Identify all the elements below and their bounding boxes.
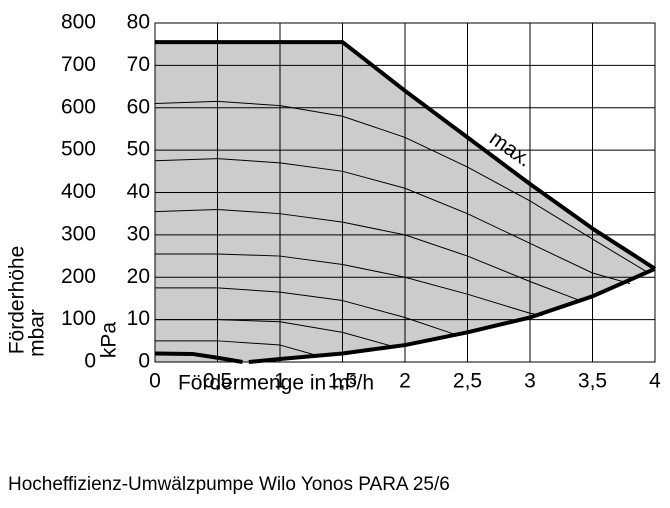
x-tick-label: 3 [524,370,536,393]
plot-area [154,22,657,364]
y-tick-label: 80 [127,11,150,34]
y2-tick-label: 700 [61,53,96,76]
y2-tick-label: 600 [61,95,96,118]
x-tick-label: 1 [274,370,286,393]
y-tick-label: 60 [127,95,150,118]
y2-tick-label: 100 [61,307,96,330]
y2-axis-label: mbar [26,309,49,357]
y2-tick-label: 300 [61,222,96,245]
curve [154,158,631,285]
y-tick-label: 20 [127,265,150,288]
x-tick-label: 3,5 [578,370,607,393]
y-tick-label: 40 [127,180,150,203]
x-tick-label: 1,5 [328,370,357,393]
curve [248,266,656,364]
curve [155,319,393,347]
x-tick-label: 2 [399,370,411,393]
curve [154,208,581,302]
y2-tick-label: 200 [61,265,96,288]
x-tick-label: 4 [649,370,661,393]
x-axis-label: Fördermenge in m³/h [178,372,374,395]
y2-tick-label: 800 [61,11,96,34]
y-tick-label: 30 [127,222,150,245]
y-axis-title: Förderhöhe [6,246,29,355]
y-axis-label: kPa [98,322,121,359]
curve [155,40,657,271]
y-tick-label: 50 [127,138,150,161]
y-tick-label: 10 [127,307,150,330]
curve [154,100,650,274]
caption: Hocheffizienz-Umwälzpumpe Wilo Yonos PAR… [8,474,450,495]
y-tick-label: 0 [138,350,150,373]
x-tick-label: 2,5 [453,370,482,393]
y2-tick-label: 500 [61,138,96,161]
curve [154,351,243,364]
curve [155,340,318,357]
y-tick-label: 70 [127,53,150,76]
x-tick-label: 0 [149,370,161,393]
curve [155,253,543,316]
y2-tick-label: 0 [84,350,96,373]
y2-tick-label: 400 [61,180,96,203]
x-tick-label: 0,5 [203,370,232,393]
plot-frame [154,22,656,363]
curve [155,287,456,335]
